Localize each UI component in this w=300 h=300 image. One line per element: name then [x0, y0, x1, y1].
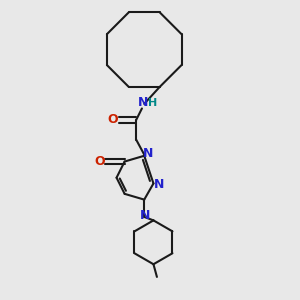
Text: N: N	[140, 209, 151, 222]
Text: H: H	[148, 98, 157, 108]
Text: N: N	[138, 96, 148, 109]
Text: N: N	[142, 147, 153, 160]
Text: O: O	[94, 155, 104, 168]
Text: O: O	[108, 113, 118, 127]
Text: N: N	[154, 178, 164, 191]
